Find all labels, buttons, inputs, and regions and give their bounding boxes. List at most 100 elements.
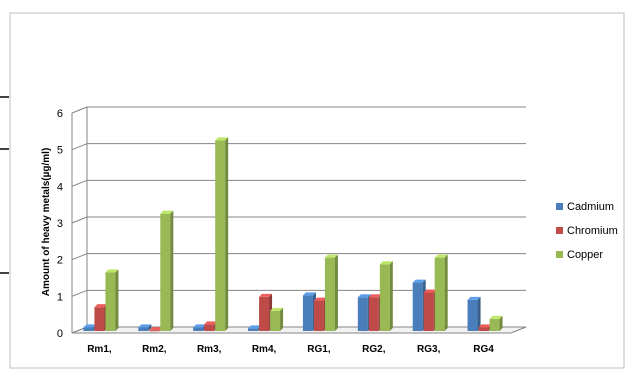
y-tick-label: 4 xyxy=(57,181,63,193)
bar-top xyxy=(149,327,163,331)
bar-front xyxy=(248,328,259,331)
y-tick-label: 0 xyxy=(57,328,63,340)
bar-top xyxy=(357,294,371,298)
bar-side xyxy=(280,307,284,331)
legend-label-cadmium: Cadmium xyxy=(567,201,614,213)
bar-top xyxy=(215,137,229,141)
bar-cadmium-7 xyxy=(467,296,481,331)
bar-front xyxy=(467,299,478,331)
gridline-side xyxy=(71,179,88,187)
bar-front xyxy=(412,282,423,331)
bar-side xyxy=(148,324,152,331)
bar-copper-3 xyxy=(270,307,284,331)
bar-top xyxy=(302,292,316,296)
bar-top xyxy=(270,307,284,311)
bar-side xyxy=(499,315,503,331)
bar-top xyxy=(105,269,119,273)
y-axis-label: Amount of heavy metals(µg/ml) xyxy=(41,148,52,297)
legend-label-copper: Copper xyxy=(567,249,603,261)
bar-front xyxy=(160,213,171,331)
bar-top xyxy=(423,289,437,293)
legend-swatch-copper xyxy=(556,251,563,258)
chart-floor xyxy=(71,326,527,334)
bar-top xyxy=(478,324,492,328)
gridline-side xyxy=(71,289,88,297)
bar-top xyxy=(259,293,273,297)
bar-top xyxy=(489,315,503,319)
bar-cadmium-1 xyxy=(138,324,152,331)
bar-front xyxy=(204,324,215,331)
bar-side xyxy=(170,210,174,331)
bar-front xyxy=(193,327,204,331)
bar-front xyxy=(324,257,335,331)
bar-copper-2 xyxy=(215,137,229,331)
bar-copper-5 xyxy=(379,261,393,331)
x-axis-categories: Rm1, Rm2, Rm3, Rm4, RG1, RG2, RG3, RG4 xyxy=(87,344,494,355)
floor-plane xyxy=(71,326,527,334)
bar-top xyxy=(324,254,338,258)
bar-top xyxy=(204,321,218,325)
legend-swatch-chromium xyxy=(556,227,563,234)
bar-top xyxy=(83,324,97,328)
x-category-label: Rm3, xyxy=(197,344,222,355)
gridline-side xyxy=(71,216,88,224)
x-category-label: RG3, xyxy=(417,344,441,355)
bar-side xyxy=(115,269,119,331)
x-category-label: RG1, xyxy=(307,344,331,355)
bar-front xyxy=(83,327,94,331)
bar-front xyxy=(270,310,281,331)
bar-top xyxy=(138,324,152,328)
bar-front xyxy=(379,264,390,331)
bar-top xyxy=(434,254,448,258)
bar-front xyxy=(434,257,445,331)
bar-side xyxy=(477,296,481,331)
x-category-label: Rm1, xyxy=(87,344,112,355)
y-tick-label: 5 xyxy=(57,145,63,157)
bar-top xyxy=(379,261,393,265)
bar-side xyxy=(225,137,229,331)
bar-top xyxy=(160,210,174,214)
legend-label-chromium: Chromium xyxy=(567,225,618,237)
bar-front xyxy=(368,297,379,331)
bar-front xyxy=(302,295,313,331)
legend: Cadmium Chromium Copper xyxy=(556,201,618,261)
x-category-label: RG2, xyxy=(362,344,386,355)
bar-front xyxy=(215,140,226,331)
y-tick-label: 2 xyxy=(57,255,63,267)
bar-copper-7 xyxy=(489,315,503,331)
bar-top xyxy=(248,325,262,329)
bar-front xyxy=(138,327,149,331)
bar-copper-4 xyxy=(324,254,338,331)
bar-front xyxy=(423,292,434,331)
gridlines xyxy=(71,106,526,334)
bar-front xyxy=(357,297,368,331)
bar-front xyxy=(105,272,116,331)
bar-copper-1 xyxy=(160,210,174,331)
bar-top xyxy=(313,297,327,301)
bar-top xyxy=(94,304,108,308)
y-tick-label: 6 xyxy=(57,108,63,120)
x-category-label: Rm2, xyxy=(142,344,167,355)
bar-front xyxy=(149,330,160,332)
bar-side xyxy=(444,254,448,331)
gridline-side xyxy=(71,106,88,114)
legend-swatch-cadmium xyxy=(556,203,563,210)
bar-top xyxy=(467,296,481,300)
bar-copper-0 xyxy=(105,269,119,331)
bar-front xyxy=(313,300,324,331)
bar-front xyxy=(94,307,105,331)
bar-top xyxy=(412,279,426,283)
y-axis-ticks: 0 1 2 3 4 5 6 xyxy=(57,108,63,340)
bar-front xyxy=(478,327,489,331)
bar-front xyxy=(489,318,500,331)
bar-top xyxy=(368,294,382,298)
gridline-side xyxy=(71,143,88,151)
x-category-label: Rm4, xyxy=(252,344,277,355)
bar-top xyxy=(193,324,207,328)
bar-front xyxy=(259,296,270,331)
bar-side xyxy=(334,254,338,331)
x-category-label: RG4 xyxy=(473,344,494,355)
y-tick-label: 3 xyxy=(57,218,63,230)
gridline-side xyxy=(71,253,88,261)
